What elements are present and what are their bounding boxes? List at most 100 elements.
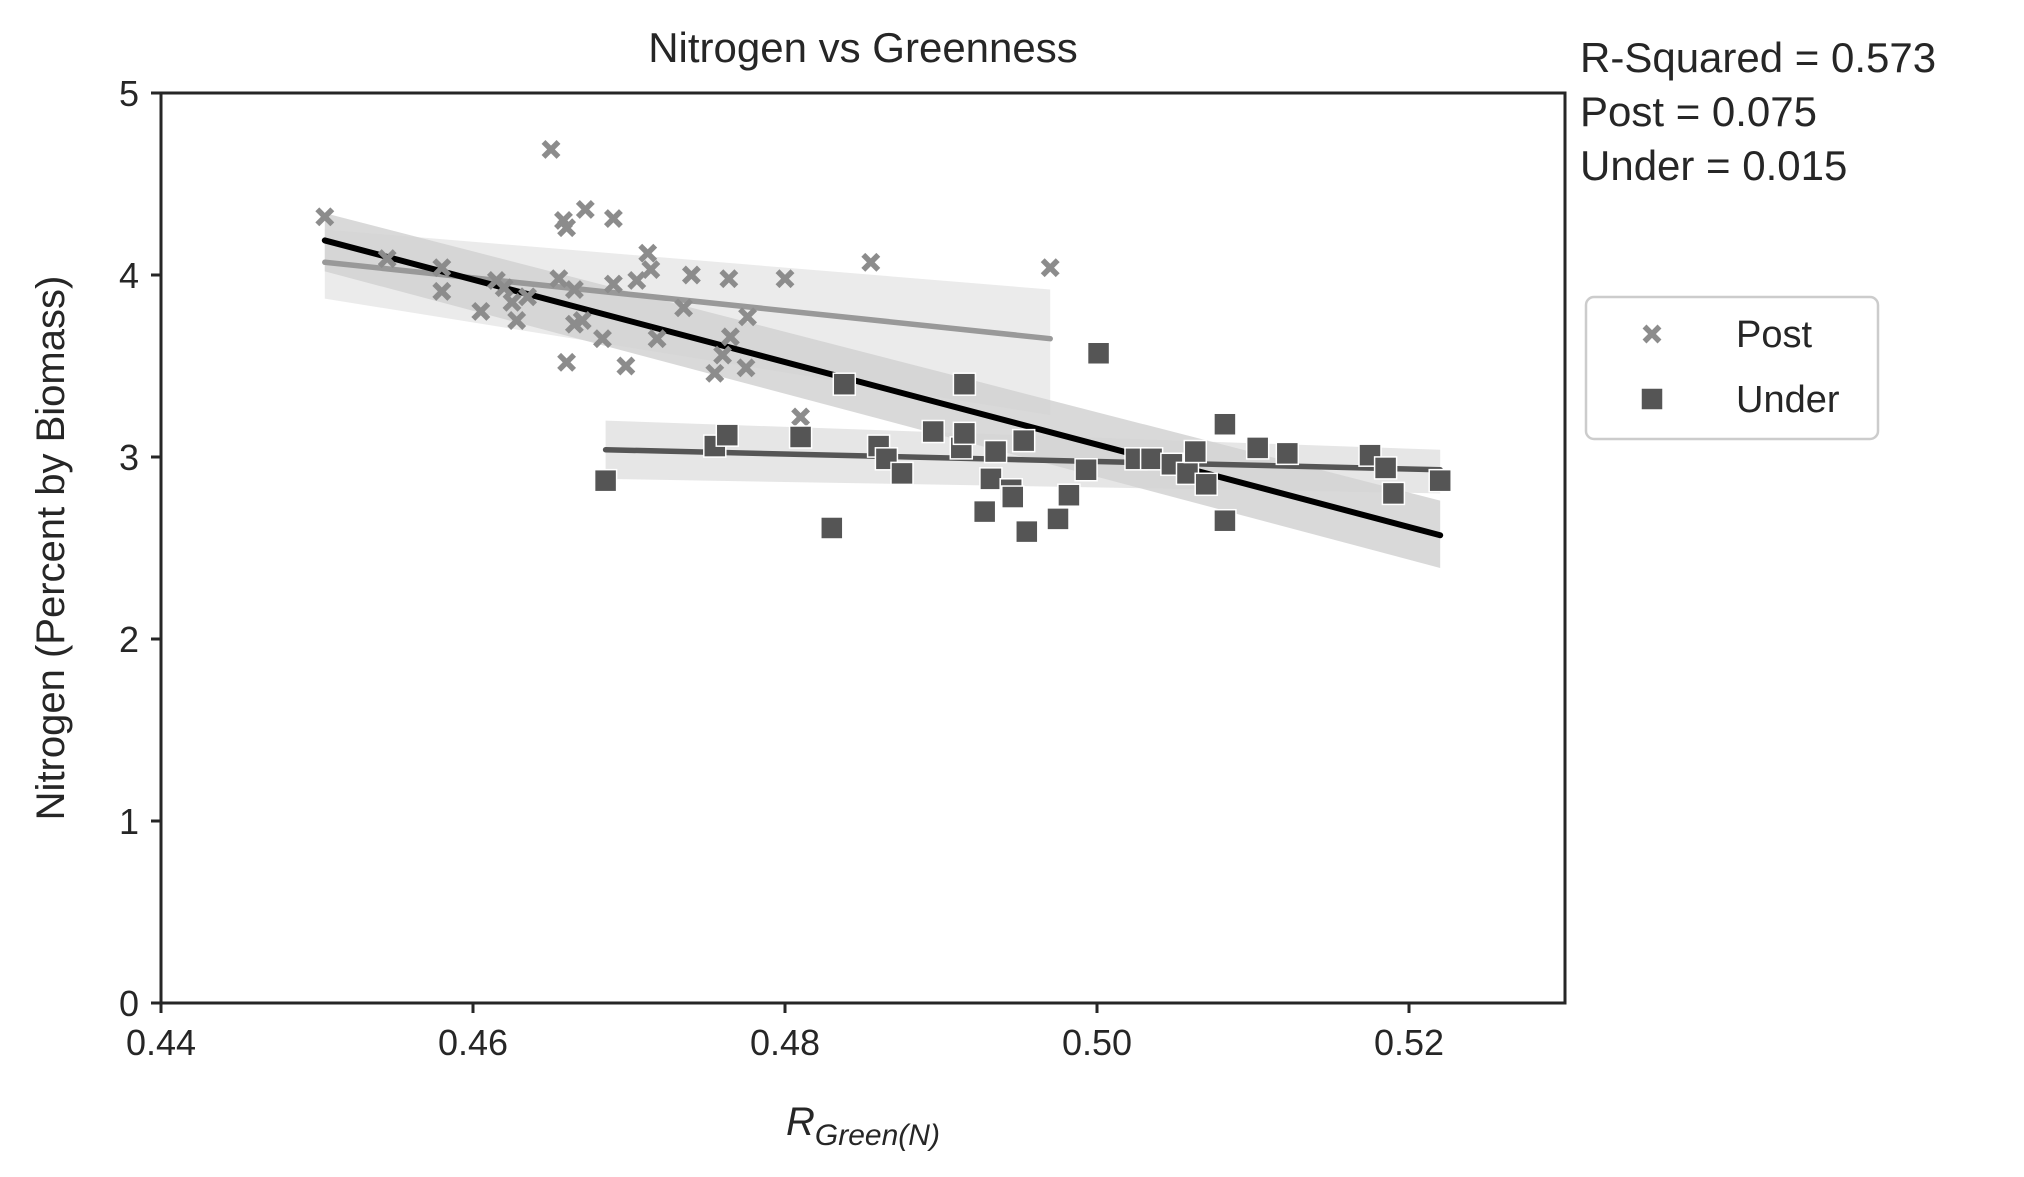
data-point-post (572, 311, 592, 330)
data-point-post (518, 287, 538, 307)
x-mark-stroke (647, 329, 667, 349)
data-point-under (952, 421, 977, 446)
data-point-under (890, 461, 914, 486)
x-tick-label: 0.48 (750, 1022, 820, 1063)
data-point-post (638, 243, 658, 263)
chart-title: Nitrogen vs Greenness (648, 24, 1078, 71)
data-point-under (1245, 436, 1270, 460)
data-point-under (1086, 341, 1111, 366)
x-mark-stroke (572, 311, 592, 330)
data-point-post (593, 329, 612, 349)
y-axis-ticks: 0 1 2 3 4 5 (119, 73, 161, 1024)
data-point-post (647, 329, 667, 349)
x-tick-label: 0.50 (1062, 1022, 1132, 1063)
data-point-under (593, 468, 618, 493)
legend-under-square-icon (1640, 387, 1664, 411)
data-point-under (1046, 507, 1070, 531)
data-point-post (713, 345, 733, 365)
data-point-under (715, 423, 740, 447)
x-mark-stroke (471, 301, 491, 321)
data-point-post (775, 269, 795, 289)
x-mark-stroke (1642, 324, 1662, 344)
x-mark-stroke (507, 311, 527, 330)
data-point-under (1275, 441, 1300, 466)
data-point-under (1194, 472, 1218, 497)
data-point-post (1040, 258, 1060, 278)
x-mark-stroke (775, 269, 795, 289)
x-tick-label: 0.46 (438, 1022, 508, 1063)
x-axis-title-main: R (786, 1100, 815, 1144)
stats-line-2: Post = 0.075 (1580, 88, 1817, 135)
data-point-post (541, 139, 561, 159)
data-point-under (1001, 485, 1025, 509)
x-mark-stroke (719, 269, 739, 289)
data-point-post (736, 358, 756, 378)
x-tick-label: 0.52 (1374, 1022, 1444, 1063)
x-mark-stroke (603, 209, 623, 229)
y-tick-label: 2 (119, 619, 139, 660)
x-mark-stroke (720, 327, 740, 347)
x-mark-stroke (791, 407, 811, 427)
x-mark-stroke (575, 200, 595, 219)
data-point-post (377, 249, 397, 269)
data-point-post (557, 352, 577, 372)
x-mark-stroke (549, 269, 569, 289)
data-point-under (1015, 519, 1039, 544)
data-point-post (564, 280, 584, 300)
data-point-post (705, 363, 725, 383)
data-point-under (921, 419, 945, 444)
x-axis-title: RGreen(N) (786, 1100, 940, 1152)
regression-line-under (602, 446, 1443, 473)
y-tick-label: 1 (119, 801, 139, 842)
stats-line-1: R-Squared = 0.573 (1580, 34, 1936, 81)
x-mark-stroke (1040, 258, 1060, 278)
data-point-under (983, 439, 1008, 464)
data-point-under (820, 516, 844, 540)
x-axis-title-subscript: Green(N) (815, 1119, 940, 1152)
data-point-post (502, 292, 522, 312)
legend-under-label: Under (1736, 379, 1840, 421)
data-point-under (1213, 412, 1237, 436)
data-point-post (681, 265, 701, 285)
regression-line-all (321, 237, 1444, 539)
x-mark-stroke (861, 252, 881, 272)
data-point-under (1011, 428, 1036, 453)
x-mark-stroke (638, 243, 658, 263)
data-point-post (861, 252, 881, 272)
x-mark-stroke (486, 271, 506, 290)
data-point-under (1373, 456, 1398, 480)
data-point-post (720, 327, 740, 347)
legend-post-x-icon (1642, 324, 1662, 344)
x-mark-stroke (674, 298, 694, 318)
data-point-under (1074, 457, 1098, 482)
legend: Post Under (1584, 295, 1880, 441)
x-mark-stroke (616, 356, 636, 376)
stats-line-3: Under = 0.015 (1580, 142, 1847, 189)
x-mark-stroke (518, 287, 538, 307)
data-point-under (979, 467, 1003, 491)
x-mark-stroke (494, 278, 514, 298)
data-point-post (494, 278, 514, 298)
data-point-under (832, 372, 857, 396)
data-point-under (788, 425, 813, 449)
x-tick-label: 0.44 (126, 1022, 196, 1063)
x-mark-stroke (593, 329, 612, 349)
x-mark-stroke (705, 363, 725, 383)
data-point-under (952, 372, 977, 396)
data-point-post (549, 269, 569, 289)
data-point-post (616, 356, 636, 376)
data-point-under (1428, 468, 1452, 493)
data-point-post (507, 311, 527, 330)
x-mark-stroke (432, 258, 452, 278)
data-point-under (1381, 481, 1406, 506)
x-mark-stroke (557, 218, 577, 238)
y-tick-label: 3 (119, 437, 139, 478)
plot-frame (159, 91, 1567, 1005)
x-mark-stroke (557, 352, 577, 372)
x-axis-ticks: 0.44 0.46 0.48 0.50 0.52 (126, 1003, 1444, 1063)
x-mark-stroke (681, 265, 701, 285)
data-point-under (1213, 508, 1237, 533)
data-point-post (791, 407, 811, 427)
y-axis-title: Nitrogen (Percent by Biomass) (29, 276, 73, 821)
